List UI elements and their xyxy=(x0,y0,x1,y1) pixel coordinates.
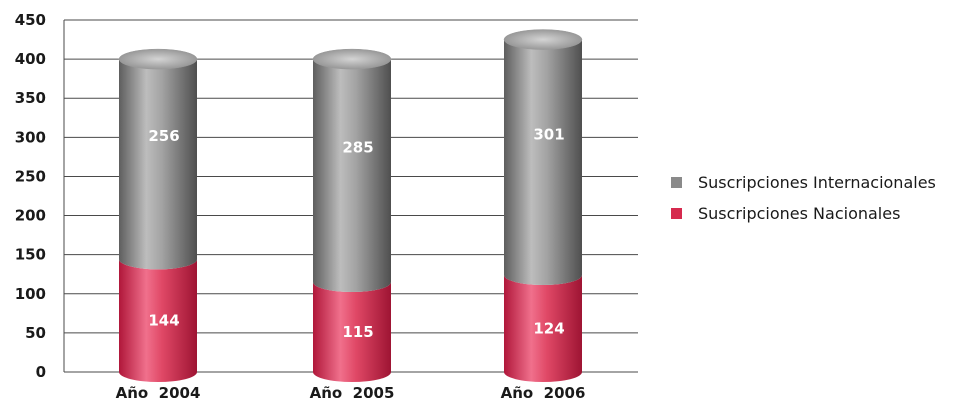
data-label-internacionales: 285 xyxy=(342,139,373,157)
data-label-internacionales: 301 xyxy=(533,125,564,143)
legend-swatch xyxy=(671,177,682,188)
x-axis-labels: Año 2004 Año 2005 Año 2006 xyxy=(116,384,586,402)
x-tick-label: Año 2006 xyxy=(501,384,586,402)
y-axis: 0 50 100 150 200 250 300 350 400 450 xyxy=(15,11,65,381)
bar-nacionales xyxy=(313,282,391,382)
y-tick-label: 100 xyxy=(15,285,46,303)
x-tick-label: Año 2005 xyxy=(310,384,395,402)
legend-item: Suscripciones Internacionales xyxy=(671,173,936,192)
y-tick-label: 350 xyxy=(15,89,46,107)
cylinder-top-cap xyxy=(503,29,583,50)
data-label-nacionales: 115 xyxy=(342,323,373,341)
y-tick-label: 150 xyxy=(15,246,46,264)
legend-label: Suscripciones Nacionales xyxy=(698,204,900,223)
cylinder-top-cap xyxy=(118,48,198,70)
cylinder-2: 115 285 xyxy=(312,48,392,382)
bar-internacionales xyxy=(504,39,582,286)
bars: 144 256 115 285 124 301 xyxy=(118,29,583,382)
data-label-nacionales: 144 xyxy=(148,312,179,330)
y-tick-label: 400 xyxy=(15,50,46,68)
y-tick-label: 50 xyxy=(25,324,46,342)
legend-label: Suscripciones Internacionales xyxy=(698,173,936,192)
y-tick-label: 200 xyxy=(15,207,46,225)
x-tick-label: Año 2004 xyxy=(116,384,201,402)
cylinder-top-cap xyxy=(312,48,392,70)
data-label-nacionales: 124 xyxy=(533,320,564,338)
y-tick-label: 300 xyxy=(15,128,46,146)
y-tick-label: 250 xyxy=(15,167,46,185)
cylinder-1: 144 256 xyxy=(118,48,198,382)
data-label-internacionales: 256 xyxy=(148,127,179,145)
y-tick-label: 450 xyxy=(15,11,46,29)
bar-nacionales xyxy=(504,275,582,382)
bar-nacionales xyxy=(119,259,197,382)
bar-internacionales xyxy=(119,59,197,270)
legend-swatch xyxy=(671,208,682,219)
cylinder-3: 124 301 xyxy=(503,29,583,382)
y-tick-label: 0 xyxy=(36,363,46,381)
bar-internacionales xyxy=(313,59,391,293)
legend-item: Suscripciones Nacionales xyxy=(671,204,900,223)
legend: Suscripciones Internacionales Suscripcion… xyxy=(671,173,936,223)
